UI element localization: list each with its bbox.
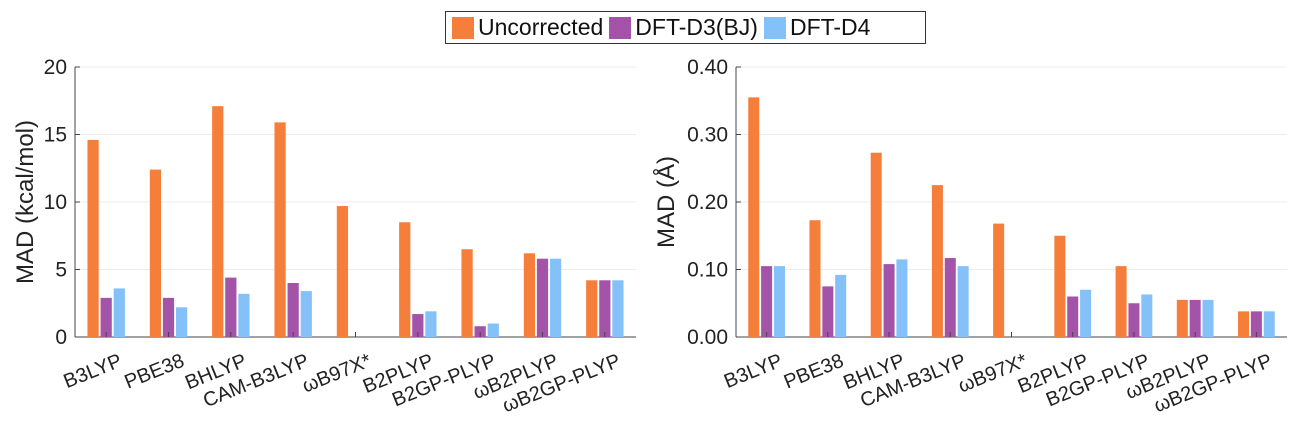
legend-item-uncorrected: Uncorrected — [452, 14, 603, 41]
bar-dft-d3-bj--6 — [412, 314, 424, 337]
legend-swatch-d4 — [763, 16, 786, 39]
y-tick-label: 20 — [44, 56, 67, 79]
y-axis-label: MAD (Å) — [652, 156, 680, 248]
bar-dft-d4-1 — [773, 266, 785, 337]
bar-dft-d3-bj--2 — [822, 286, 834, 337]
bar-dft-d3-bj--1 — [761, 266, 773, 337]
x-tick-label: PBE38 — [781, 350, 847, 394]
bar-uncorrected-8 — [523, 253, 536, 337]
bar-uncorrected-1 — [748, 97, 760, 337]
bar-dft-d3-bj--4 — [287, 283, 299, 337]
legend-label-uncorrected: Uncorrected — [478, 14, 604, 40]
bar-uncorrected-4 — [931, 185, 943, 337]
bar-uncorrected-7 — [461, 249, 473, 337]
bar-uncorrected-6 — [399, 222, 411, 337]
y-tick-label: 0.00 — [687, 326, 728, 349]
bar-dft-d4-9 — [1263, 311, 1275, 337]
y-tick-label: 0 — [55, 326, 67, 349]
bar-dft-d3-bj--9 — [599, 280, 611, 337]
bar-dft-d4-6 — [1080, 289, 1092, 337]
bar-dft-d3-bj--3 — [883, 264, 895, 337]
bar-dft-d4-2 — [835, 274, 847, 337]
bar-dft-d4-7 — [1141, 294, 1153, 337]
bar-uncorrected-9 — [586, 280, 598, 337]
bar-dft-d4-3 — [238, 293, 250, 337]
bar-dft-d4-7 — [487, 323, 499, 337]
bar-dft-d4-9 — [612, 280, 624, 337]
bar-dft-d3-bj--8 — [1189, 299, 1201, 337]
bar-uncorrected-1 — [87, 139, 99, 337]
bar-dft-d4-6 — [425, 311, 437, 337]
bar-dft-d3-bj--2 — [162, 297, 175, 337]
bar-uncorrected-2 — [809, 220, 821, 337]
y-tick-label: 5 — [55, 259, 67, 282]
bar-uncorrected-3 — [212, 106, 224, 338]
y-axis-label: MAD (kcal/mol) — [12, 120, 39, 284]
legend-label-d4: DFT-D4 — [789, 14, 871, 40]
x-tick-label: PBE38 — [121, 350, 187, 394]
bar-uncorrected-4 — [274, 122, 286, 337]
bar-dft-d4-8 — [549, 258, 562, 337]
legend-swatch-d3bj — [609, 16, 632, 39]
bar-dft-d4-2 — [175, 307, 188, 337]
y-tick-label: 0.20 — [687, 191, 728, 214]
bar-dft-d3-bj--3 — [225, 277, 237, 337]
bar-dft-d4-1 — [113, 288, 125, 337]
bar-dft-d4-4 — [300, 291, 312, 337]
bar-uncorrected-5 — [993, 223, 1005, 337]
bar-uncorrected-5 — [336, 206, 349, 337]
y-tick-label: 10 — [44, 191, 67, 214]
x-tick-label: B3LYP — [721, 350, 786, 393]
legend-swatch-uncorrected — [452, 16, 474, 39]
bar-uncorrected-2 — [149, 169, 162, 337]
bar-uncorrected-6 — [1054, 235, 1066, 337]
legend-item-d3bj: DFT-D3(BJ) — [609, 14, 758, 41]
bar-uncorrected-7 — [1115, 266, 1127, 337]
legend-label-d3bj: DFT-D3(BJ) — [635, 14, 758, 40]
y-tick-label: 15 — [44, 124, 67, 147]
y-tick-label: 0.40 — [687, 56, 728, 79]
bar-uncorrected-9 — [1238, 311, 1250, 337]
bar-dft-d3-bj--4 — [944, 258, 956, 337]
bar-dft-d4-4 — [957, 266, 969, 337]
x-tick-label: B3LYP — [61, 350, 126, 393]
y-tick-label: 0.30 — [687, 124, 728, 147]
bar-dft-d3-bj--7 — [474, 326, 486, 337]
x-tick-label: ωB97X* — [299, 350, 375, 398]
bar-dft-d3-bj--9 — [1250, 311, 1262, 337]
bar-uncorrected-8 — [1176, 299, 1188, 337]
legend-item-d4: DFT-D4 — [763, 14, 871, 41]
bar-dft-d3-bj--6 — [1067, 296, 1079, 337]
bar-uncorrected-3 — [870, 152, 882, 337]
bar-dft-d3-bj--1 — [100, 297, 112, 337]
bar-dft-d3-bj--8 — [536, 258, 549, 337]
y-tick-label: 0.10 — [687, 259, 728, 282]
bar-dft-d4-8 — [1202, 299, 1214, 337]
bar-dft-d3-bj--7 — [1128, 303, 1140, 337]
bar-dft-d4-3 — [896, 259, 908, 337]
legend: Uncorrected DFT-D3(BJ) DFT-D4 — [445, 11, 926, 44]
